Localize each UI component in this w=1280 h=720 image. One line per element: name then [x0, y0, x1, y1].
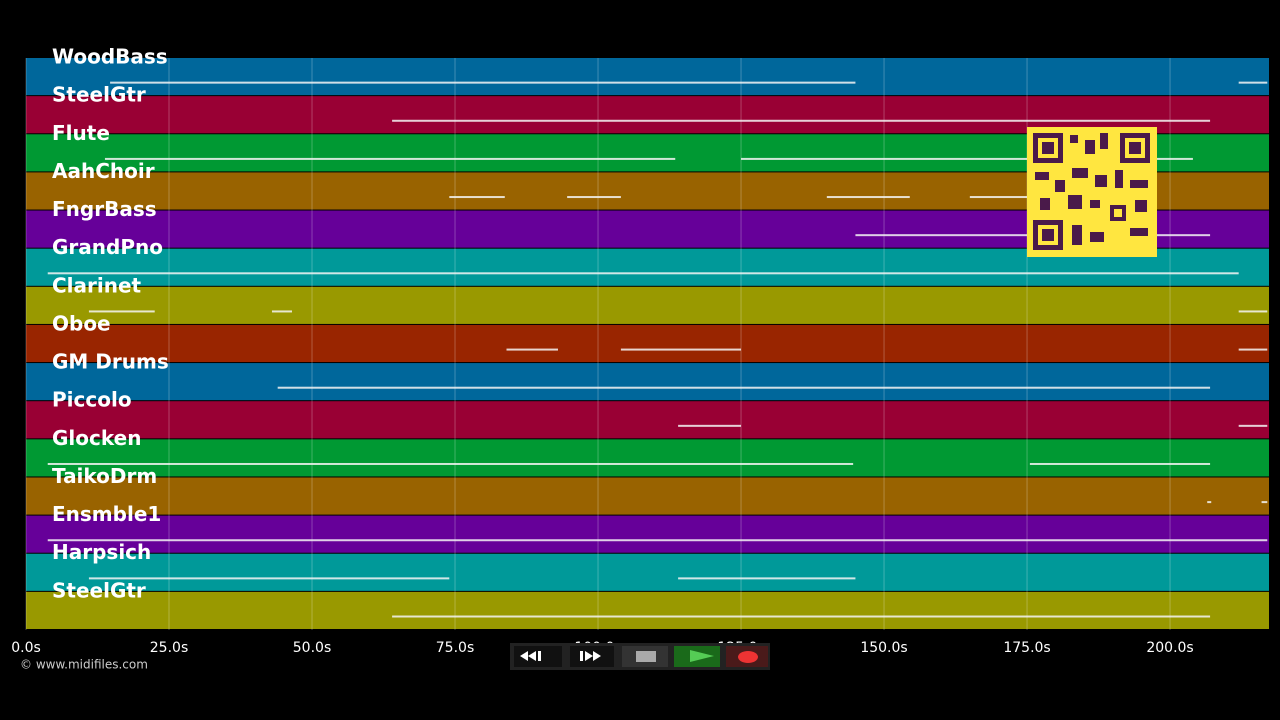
note-span	[271, 310, 292, 313]
time-tick-label: 50.0s	[293, 640, 331, 656]
time-tick-label: 0.0s	[11, 640, 41, 656]
note-span	[1238, 348, 1268, 351]
note-span	[104, 157, 676, 160]
track-name: Oboe	[52, 311, 111, 335]
track-band	[26, 401, 1269, 439]
note-span	[88, 310, 155, 313]
note-span	[826, 196, 910, 199]
track-name: Ensmble1	[52, 502, 161, 526]
forward-button[interactable]	[570, 646, 614, 667]
note-span	[1238, 310, 1268, 313]
note-span	[47, 462, 854, 465]
qr-code	[1027, 127, 1157, 257]
record-button[interactable]	[726, 646, 768, 667]
track-name: WoodBass	[52, 45, 168, 69]
note-span	[110, 81, 856, 84]
track-name: SteelGtr	[52, 578, 146, 602]
note-span	[620, 348, 742, 351]
track-name: SteelGtr	[52, 83, 146, 107]
play-button[interactable]	[674, 646, 720, 667]
note-span	[506, 348, 558, 351]
track-name: Clarinet	[52, 273, 142, 297]
track-name: Flute	[52, 121, 110, 145]
track-band	[26, 553, 1269, 591]
note-span	[741, 157, 1193, 160]
track-band	[26, 324, 1269, 363]
note-span	[47, 272, 1239, 275]
track-name: Harpsich	[52, 540, 151, 564]
note-span	[678, 424, 742, 427]
track-name: Glocken	[52, 426, 141, 450]
note-span	[88, 577, 450, 580]
time-tick-label: 150.0s	[860, 640, 907, 656]
note-span	[969, 196, 1028, 199]
time-tick-label: 200.0s	[1146, 640, 1193, 656]
track-band	[26, 439, 1269, 477]
transport-controls	[510, 643, 770, 670]
track-name: TaikoDrm	[52, 464, 157, 488]
track-band	[26, 363, 1269, 401]
note-span	[678, 577, 856, 580]
track-name: FngrBass	[52, 197, 157, 221]
note-span	[392, 119, 1211, 122]
time-tick-label: 75.0s	[436, 640, 474, 656]
note-span	[1238, 81, 1268, 84]
track-name: GM Drums	[52, 350, 169, 374]
note-span	[1261, 501, 1268, 504]
note-span	[1207, 501, 1212, 504]
rewind-button[interactable]	[514, 646, 562, 667]
track-band	[26, 591, 1269, 629]
track-band	[26, 286, 1269, 324]
track-band	[26, 515, 1269, 553]
time-tick-label: 25.0s	[150, 640, 188, 656]
note-span	[1238, 424, 1268, 427]
track-name: AahChoir	[52, 159, 155, 183]
track-name: GrandPno	[52, 235, 163, 259]
copyright: © www.midifiles.com	[20, 658, 148, 672]
note-span	[567, 196, 621, 199]
time-tick-label: 175.0s	[1003, 640, 1050, 656]
note-span	[392, 615, 1211, 618]
note-span	[449, 196, 505, 199]
note-span	[47, 539, 1268, 542]
track-name: Piccolo	[52, 388, 132, 412]
track-band	[26, 58, 1269, 96]
stop-button[interactable]	[622, 646, 668, 667]
note-span	[1029, 462, 1211, 465]
note-span	[277, 386, 1211, 389]
track-band	[26, 477, 1269, 515]
